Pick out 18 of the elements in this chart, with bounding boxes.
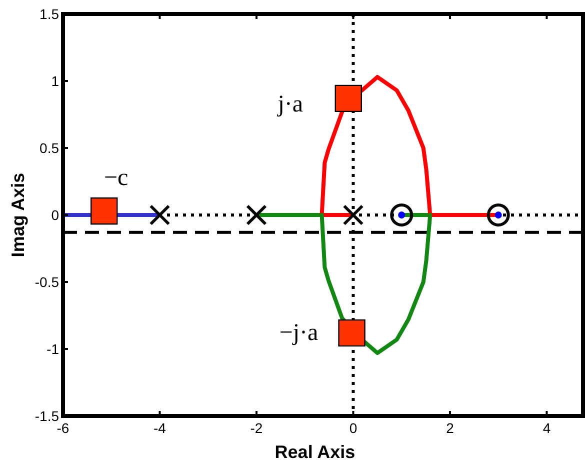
y-tick-label: 0.5 (40, 140, 60, 156)
x-tick-label: -4 (154, 420, 166, 436)
x-axis-title: Real Axis (274, 442, 356, 462)
annotation: j·a (276, 91, 304, 118)
annotation: −j·a (279, 320, 319, 346)
x-tick-label: 0 (349, 420, 358, 436)
y-tick-label: 1 (51, 73, 60, 89)
x-tick-label: -2 (250, 420, 263, 436)
x-tick-label: 2 (446, 420, 454, 436)
y-tick-label: -1 (46, 341, 60, 357)
annotation: −c (104, 164, 128, 191)
y-axis-title: Imag Axis (8, 172, 28, 258)
x-tick-label: -6 (56, 420, 70, 436)
y-tick-label: -0.5 (34, 274, 60, 290)
y-tick-label: 1.5 (40, 6, 60, 22)
y-tick-label: 0 (51, 207, 60, 223)
y-tick-label: -1.5 (34, 408, 60, 424)
x-tick-label: 4 (542, 420, 551, 436)
